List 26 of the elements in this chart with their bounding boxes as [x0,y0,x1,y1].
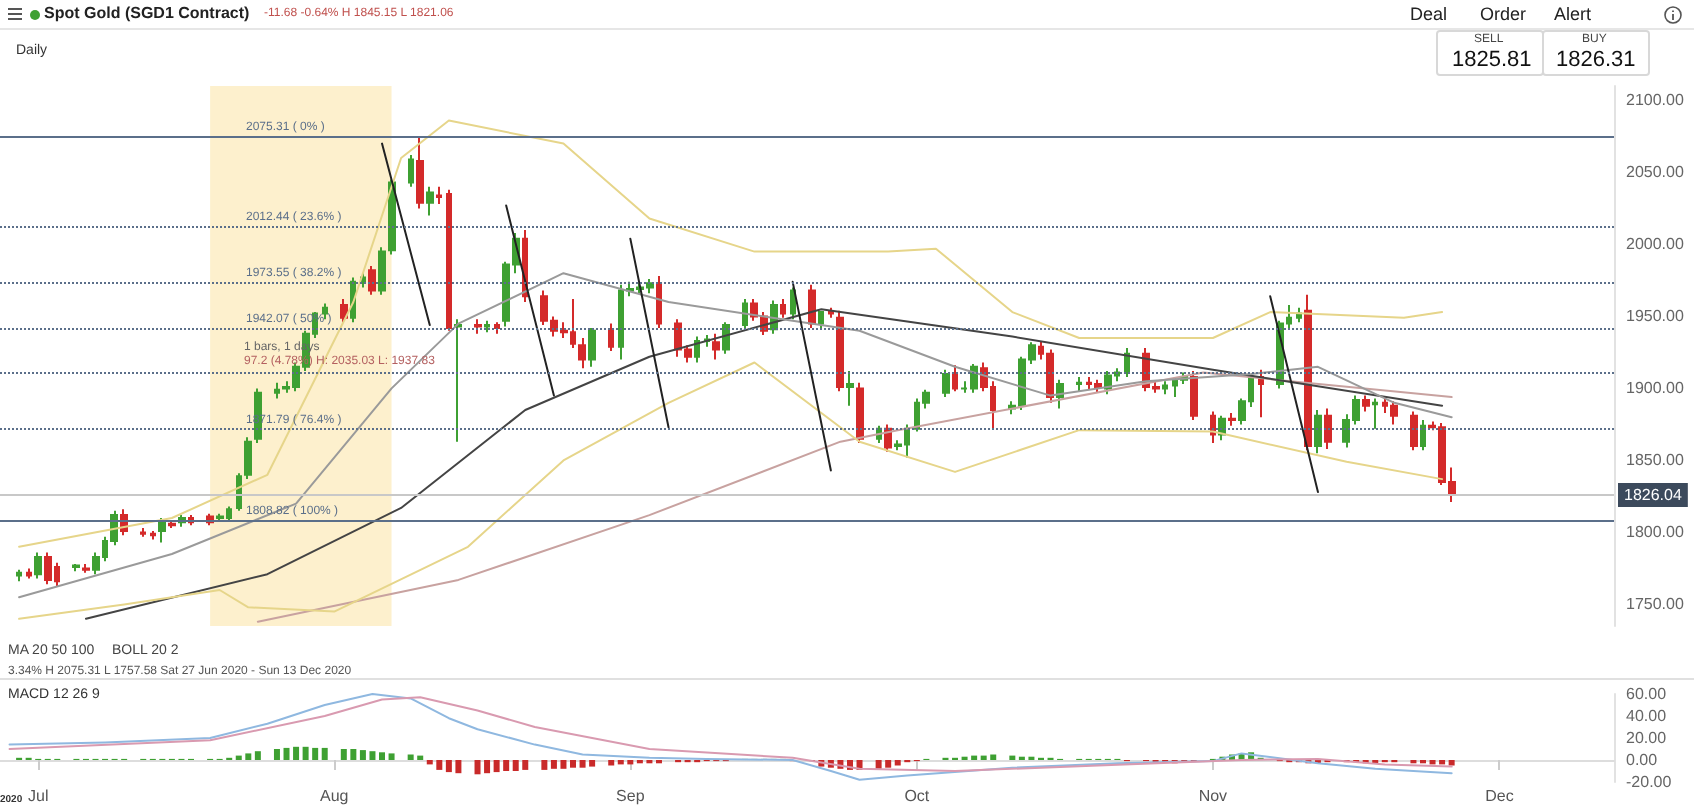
y-tick-label: 20.00 [1626,729,1668,747]
x-tick-label: Jul [27,787,49,805]
x-tick-label: Oct [904,787,931,805]
text: Alert [1554,4,1592,26]
y-tick-label: 2050.00 [1626,163,1685,182]
y-tick-label: 2000.00 [1626,235,1685,254]
y-tick-label: 1850.00 [1626,451,1685,470]
y-tick-label: 2100.00 [1626,91,1685,110]
y-tick-label: 1750.00 [1626,595,1685,614]
text: 1825.81 [1452,48,1532,73]
y-tick-label: 1800.00 [1626,523,1685,542]
y-tick-label: 60.00 [1626,685,1668,703]
x-tick-label: Sep [616,787,646,805]
x-tick-label: Dec [1485,787,1514,805]
y-tick-label: 0.00 [1626,751,1659,769]
ref-line-label: 1826.04 [1624,485,1683,504]
y-tick-label: 1900.00 [1626,379,1685,398]
x-tick-label: Aug [320,787,349,805]
text: Deal [1410,4,1448,26]
chart-title: Spot Gold (SGD1 Contract) [44,4,250,24]
y-tick-label: 1950.00 [1626,307,1685,326]
y-tick-label: -20.00 [1626,773,1673,791]
text: 1826.31 [1556,48,1636,73]
y-tick-label: 40.00 [1626,707,1668,725]
text: Order [1480,4,1527,26]
x-tick-label: Nov [1198,787,1228,805]
